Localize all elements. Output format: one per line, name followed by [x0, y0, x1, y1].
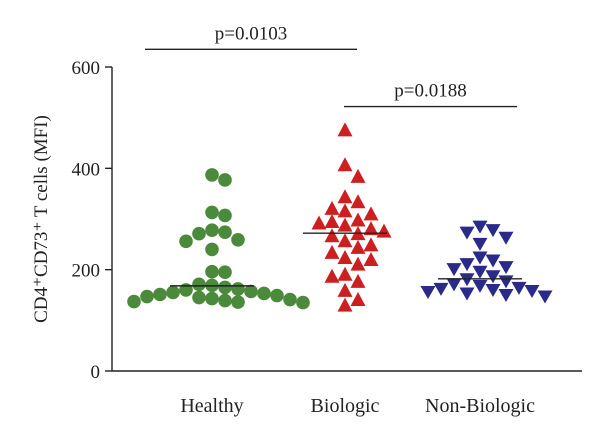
non-biologic-data-point	[485, 224, 501, 238]
healthy-data-point	[140, 289, 154, 304]
y-ticks: 0 200 400 600	[72, 58, 112, 383]
y-axis-title: CD4⁺CD73⁺ T cells (MFI)	[31, 115, 52, 323]
biologic-data-point	[337, 233, 353, 248]
biologic-data-point	[337, 282, 353, 297]
y-tick-label: 200	[72, 261, 101, 282]
non-biologic-data-point	[498, 289, 514, 303]
data-points	[127, 122, 553, 312]
biologic-data-point	[363, 221, 379, 236]
non-biologic-data-point	[446, 278, 462, 292]
healthy-data-point	[257, 286, 271, 301]
non-biologic-data-point	[459, 287, 475, 301]
non-biologic-data-point	[472, 251, 488, 265]
median-lines	[170, 232, 522, 287]
healthy-data-point	[192, 290, 206, 305]
category-label: Healthy	[180, 395, 243, 417]
non-biologic-data-point	[537, 290, 553, 304]
healthy-data-point	[218, 293, 232, 308]
non-biologic-data-point	[472, 265, 488, 279]
healthy-data-point	[270, 288, 284, 303]
healthy-data-point	[231, 295, 245, 309]
non-biologic-data-point	[485, 283, 501, 297]
biologic-data-point	[324, 200, 340, 215]
healthy-data-point	[218, 280, 232, 295]
non-biologic-data-point	[485, 270, 501, 284]
healthy-data-point	[296, 295, 310, 310]
axes	[111, 67, 582, 372]
non-biologic-data-point	[498, 275, 514, 289]
biologic-data-point	[363, 252, 379, 267]
healthy-data-point	[244, 284, 258, 299]
biologic-data-point	[376, 223, 392, 238]
healthy-data-point	[231, 232, 245, 247]
p-value-label: p=0.0103	[215, 23, 287, 44]
non-biologic-data-point	[498, 231, 514, 245]
healthy-data-point	[218, 208, 232, 223]
y-tick-label: 400	[72, 159, 101, 180]
healthy-data-point	[205, 291, 219, 306]
biologic-data-point	[350, 273, 366, 288]
biologic-data-point	[337, 157, 353, 172]
healthy-data-point	[192, 277, 206, 292]
p-value-label: p=0.0188	[394, 81, 466, 102]
non-biologic-data-point	[498, 261, 514, 275]
biologic-data-point	[363, 237, 379, 252]
non-biologic-data-point	[446, 263, 462, 277]
biologic-data-point	[337, 250, 353, 264]
category-label: Non-Biologic	[425, 395, 535, 417]
healthy-data-point	[166, 285, 180, 300]
biologic-data-point	[337, 189, 353, 204]
biologic-data-point	[324, 228, 340, 243]
category-label: Biologic	[311, 395, 380, 417]
healthy-data-point	[205, 264, 219, 279]
biologic-data-point	[350, 239, 366, 254]
biologic-data-point	[350, 168, 366, 183]
non-biologic-data-point	[433, 282, 449, 296]
non-biologic-data-point	[472, 220, 488, 234]
non-biologic-data-point	[459, 226, 475, 240]
non-biologic-data-point	[420, 285, 436, 299]
healthy-data-point	[179, 234, 193, 249]
significance-brackets: p=0.0103 p=0.0188	[145, 23, 517, 108]
non-biologic-data-point	[472, 279, 488, 293]
healthy-data-point	[179, 283, 193, 297]
biologic-data-point	[337, 122, 353, 137]
healthy-data-point	[218, 265, 232, 280]
biologic-data-point	[350, 292, 366, 307]
biologic-data-point	[363, 206, 379, 221]
biologic-data-point	[350, 256, 366, 271]
healthy-data-point	[218, 225, 232, 239]
y-tick-label: 0	[91, 362, 101, 383]
biologic-data-point	[324, 244, 340, 259]
healthy-data-point	[231, 282, 245, 296]
non-biologic-data-point	[472, 237, 488, 251]
biologic-data-point	[324, 214, 340, 229]
biologic-data-point	[337, 217, 353, 232]
non-biologic-data-point	[459, 273, 475, 287]
biologic-data-point	[350, 194, 366, 209]
biologic-data-point	[337, 297, 353, 312]
non-biologic-data-point	[524, 284, 540, 298]
biologic-data-point	[337, 266, 353, 281]
y-tick-label: 600	[72, 58, 101, 79]
biologic-data-point	[350, 212, 366, 227]
healthy-data-point	[283, 292, 297, 307]
healthy-data-point	[218, 173, 232, 187]
non-biologic-data-point	[511, 281, 527, 295]
non-biologic-data-point	[459, 258, 475, 272]
biologic-data-point	[324, 268, 340, 283]
healthy-data-point	[205, 168, 219, 182]
healthy-data-point	[205, 223, 219, 237]
non-biologic-data-point	[485, 254, 501, 268]
category-labels: Healthy Biologic Non-Biologic	[180, 395, 535, 417]
healthy-data-point	[127, 294, 141, 309]
healthy-data-point	[192, 226, 206, 241]
biologic-data-point	[311, 215, 327, 230]
biologic-data-point	[337, 203, 353, 218]
healthy-data-point	[153, 287, 167, 302]
healthy-data-point	[205, 205, 219, 220]
healthy-data-point	[205, 242, 219, 257]
